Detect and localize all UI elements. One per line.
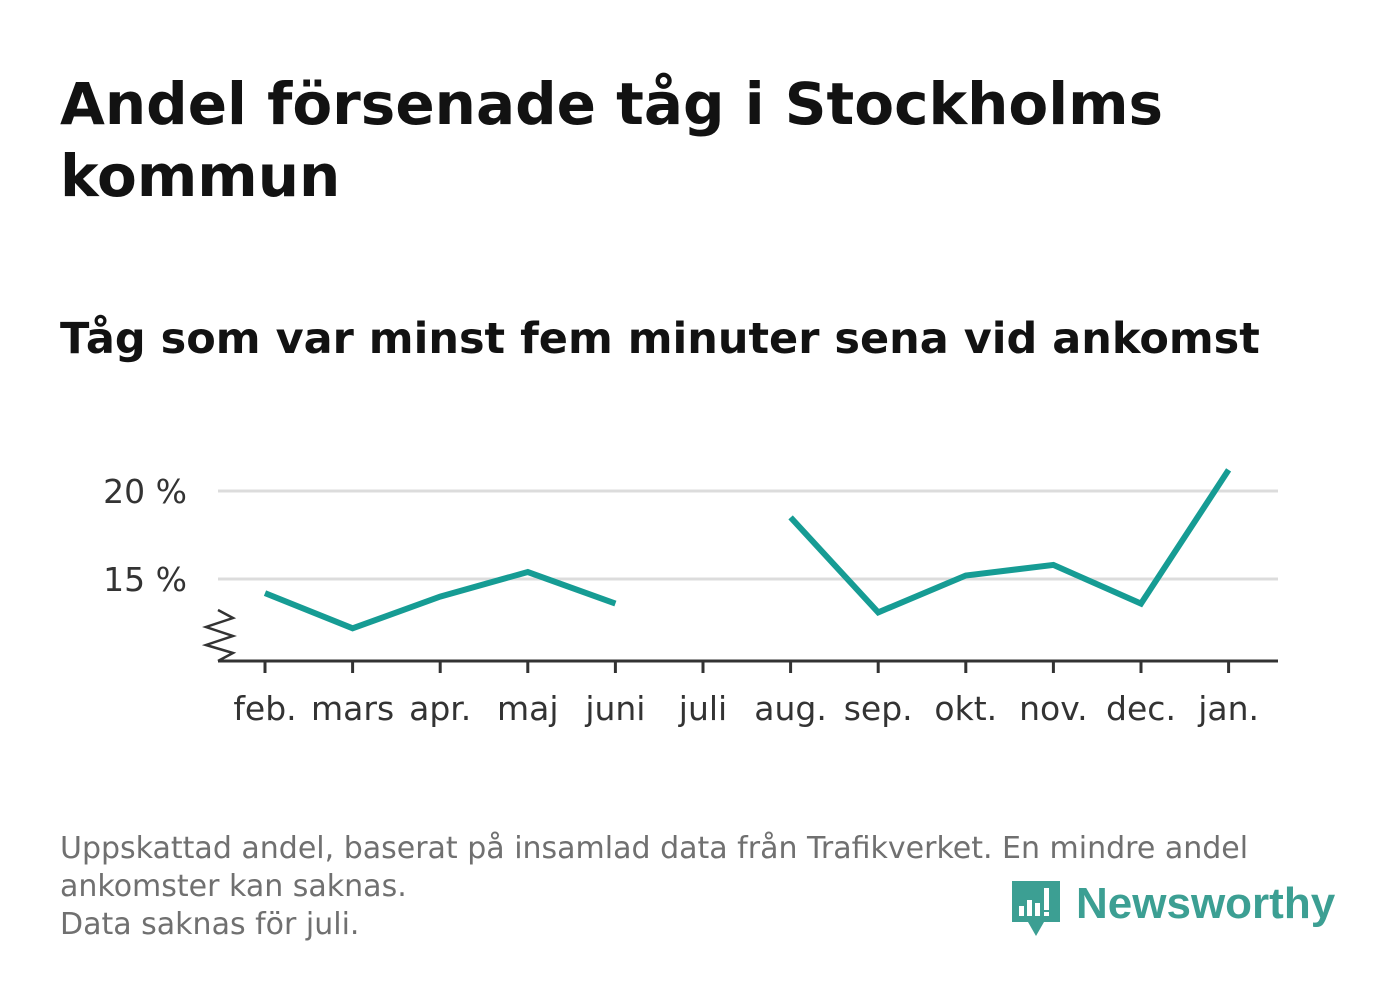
newsworthy-logo: Newsworthy — [1010, 878, 1335, 942]
x-tick-label: aug. — [754, 689, 827, 728]
x-tick-label: dec. — [1106, 689, 1176, 728]
gridlines — [218, 489, 1278, 581]
x-axis — [201, 608, 1278, 673]
series-line-segment — [788, 468, 1232, 616]
x-tick-label: maj — [497, 689, 559, 728]
chart-title: Andel försenade tåg i Stockholms kommun — [60, 70, 1164, 210]
newsworthy-bar-chart-icon — [1012, 881, 1060, 936]
footnote-line-3: Data saknas för juli. — [60, 907, 360, 942]
x-tick-label: nov. — [1019, 689, 1088, 728]
y-tick-label: 15 % — [103, 560, 187, 599]
x-tick-label: feb. — [233, 689, 296, 728]
x-tick-label: juni — [584, 689, 645, 728]
x-tick-label: mars — [311, 689, 394, 728]
x-tick-label: okt. — [934, 689, 997, 728]
footnote-line-1: Uppskattad andel, baserat på insamlad da… — [60, 831, 1249, 866]
y-tick-label: 20 % — [103, 472, 187, 511]
x-tick-label: apr. — [409, 689, 471, 728]
y-tick-labels: 15 % 20 % — [103, 472, 187, 599]
series-lines — [263, 468, 1232, 632]
y-axis-break-icon — [201, 608, 237, 663]
chart-subtitle: Tåg som var minst fem minuter sena vid a… — [60, 314, 1260, 364]
x-tick-label: sep. — [844, 689, 913, 728]
footnote-line-2: ankomster kan saknas. — [60, 869, 407, 904]
x-tick-label: jan. — [1197, 689, 1259, 728]
x-tick-label: juli — [678, 689, 727, 728]
series-line-segment — [263, 568, 617, 632]
footnote: Uppskattad andel, baserat på insamlad da… — [60, 830, 1320, 944]
x-tick-labels: feb. mars apr. maj juni juli aug. sep. okt. nov. d… — [233, 689, 1259, 728]
logo-text: Newsworthy — [1076, 879, 1336, 928]
